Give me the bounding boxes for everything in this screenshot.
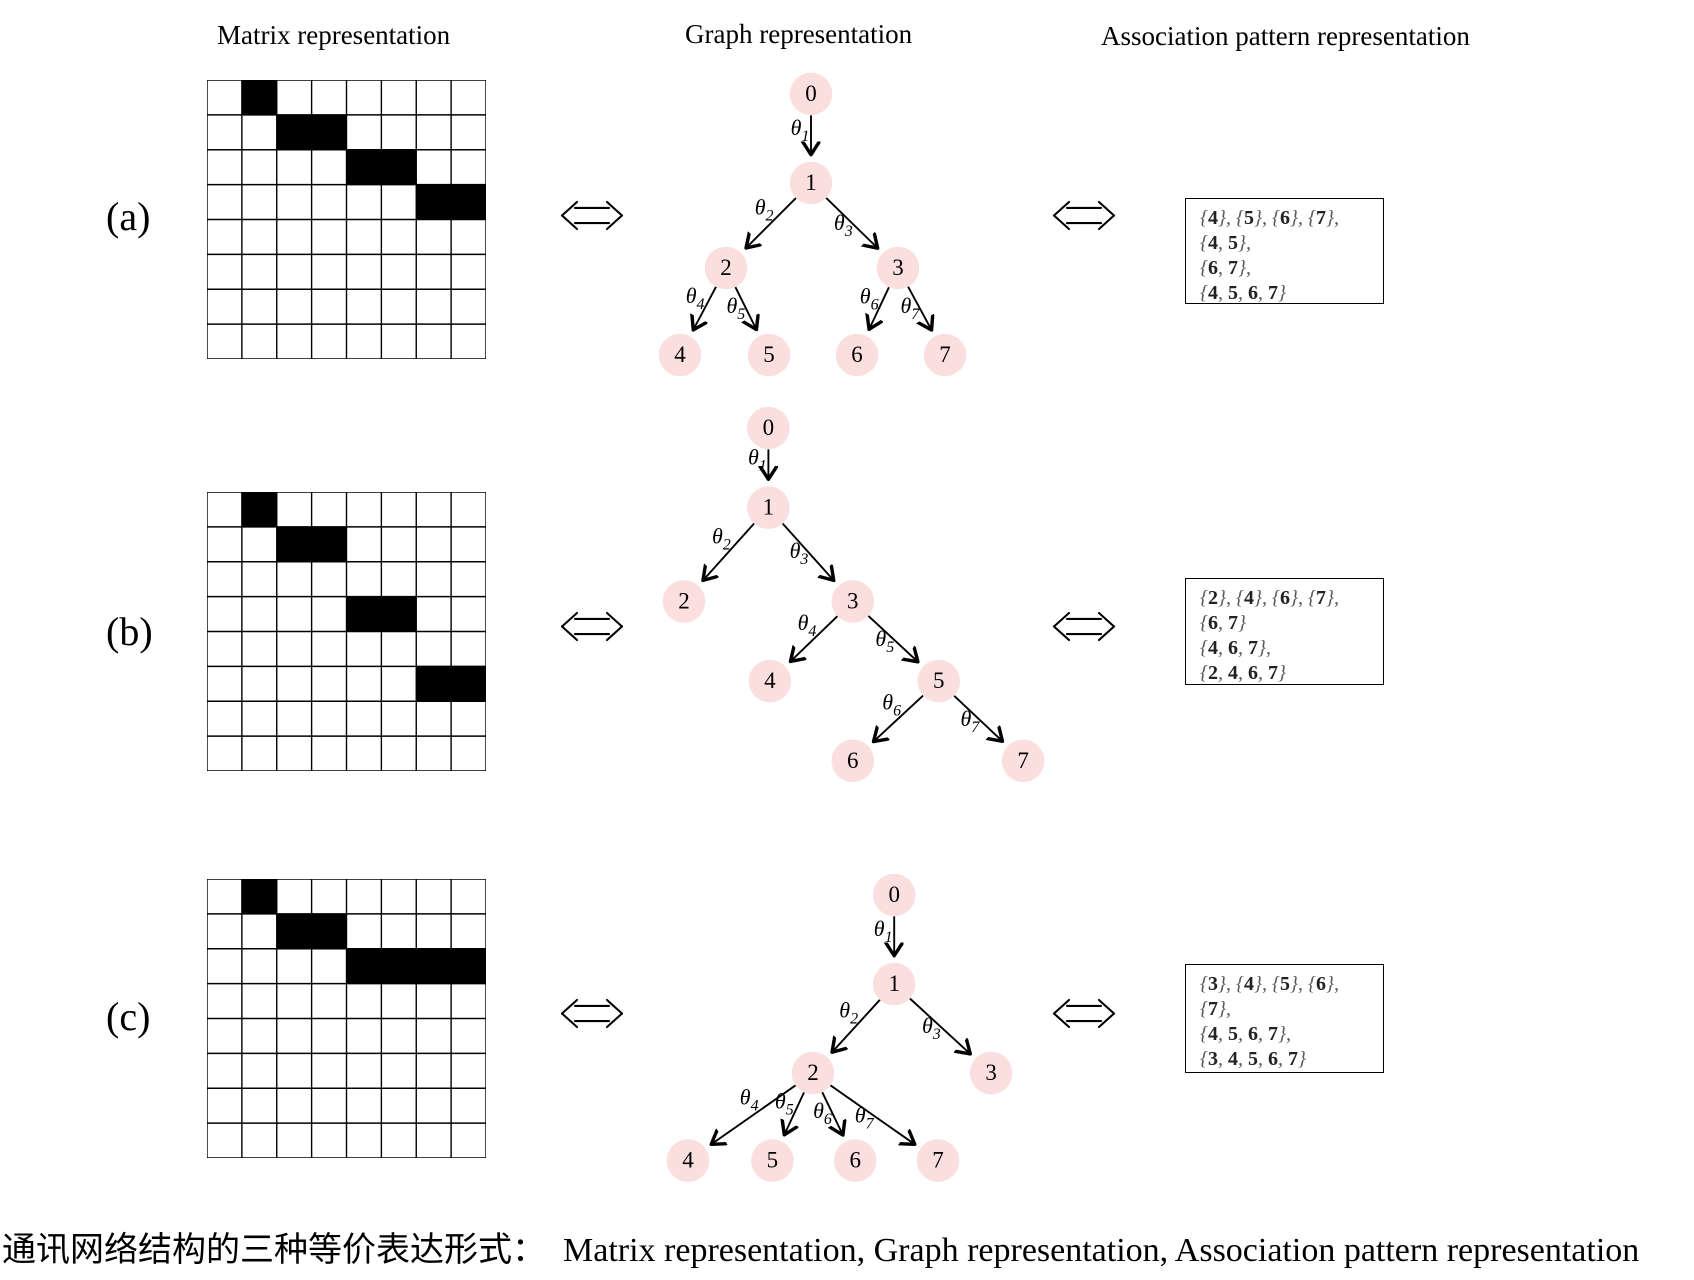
svg-text:θ2: θ2 — [755, 194, 774, 224]
svg-text:θ4: θ4 — [798, 610, 817, 640]
svg-text:6: 6 — [851, 342, 863, 367]
svg-text:θ6: θ6 — [813, 1099, 832, 1129]
svg-text:5: 5 — [766, 1148, 778, 1173]
svg-text:θ3: θ3 — [834, 210, 853, 240]
svg-text:7: 7 — [932, 1148, 944, 1173]
svg-text:θ1: θ1 — [791, 115, 810, 145]
svg-text:θ5: θ5 — [876, 626, 895, 656]
svg-text:5: 5 — [933, 668, 945, 693]
svg-text:θ4: θ4 — [739, 1085, 758, 1115]
svg-text:1: 1 — [763, 495, 775, 520]
svg-text:1: 1 — [888, 971, 900, 996]
svg-text:4: 4 — [674, 342, 686, 367]
svg-text:6: 6 — [847, 748, 859, 773]
svg-text:2: 2 — [807, 1060, 819, 1085]
svg-text:θ1: θ1 — [873, 916, 892, 946]
svg-text:θ5: θ5 — [726, 293, 745, 323]
svg-text:3: 3 — [892, 255, 904, 280]
svg-text:0: 0 — [763, 415, 775, 440]
svg-text:4: 4 — [765, 668, 777, 693]
svg-text:0: 0 — [805, 81, 817, 106]
svg-text:θ4: θ4 — [686, 283, 705, 313]
svg-text:θ6: θ6 — [883, 690, 902, 720]
svg-text:3: 3 — [985, 1060, 997, 1085]
svg-text:θ2: θ2 — [839, 998, 858, 1028]
svg-text:θ7: θ7 — [961, 706, 981, 736]
svg-text:7: 7 — [939, 342, 951, 367]
svg-text:θ2: θ2 — [712, 524, 731, 554]
svg-text:θ7: θ7 — [900, 293, 920, 323]
svg-text:0: 0 — [888, 882, 900, 907]
svg-text:θ6: θ6 — [860, 283, 879, 313]
svg-text:3: 3 — [847, 589, 859, 614]
svg-text:θ1: θ1 — [748, 445, 767, 475]
svg-text:2: 2 — [679, 589, 691, 614]
svg-text:1: 1 — [805, 170, 817, 195]
svg-text:θ3: θ3 — [790, 538, 809, 568]
svg-text:7: 7 — [1018, 748, 1030, 773]
svg-text:θ5: θ5 — [774, 1089, 793, 1119]
svg-text:2: 2 — [720, 255, 732, 280]
svg-text:θ7: θ7 — [854, 1103, 874, 1133]
svg-text:θ3: θ3 — [921, 1013, 940, 1043]
svg-text:4: 4 — [682, 1148, 694, 1173]
svg-text:5: 5 — [763, 342, 775, 367]
svg-text:6: 6 — [849, 1148, 861, 1173]
